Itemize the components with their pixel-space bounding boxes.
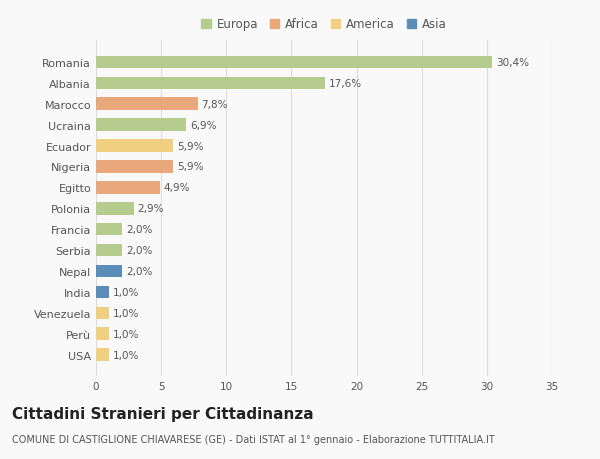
Bar [96,328,109,340]
Text: 7,8%: 7,8% [202,100,228,110]
Bar [96,161,173,174]
Text: 1,0%: 1,0% [113,287,139,297]
Bar [96,202,134,215]
Text: 5,9%: 5,9% [177,141,203,151]
Bar [96,119,186,132]
Text: 5,9%: 5,9% [177,162,203,172]
Bar [96,224,122,236]
Text: 1,0%: 1,0% [113,308,139,318]
Bar [96,140,173,152]
Text: Cittadini Stranieri per Cittadinanza: Cittadini Stranieri per Cittadinanza [12,406,314,421]
Bar [96,78,325,90]
Text: 30,4%: 30,4% [496,58,529,68]
Bar [96,349,109,361]
Text: 1,0%: 1,0% [113,350,139,360]
Legend: Europa, Africa, America, Asia: Europa, Africa, America, Asia [197,14,452,36]
Text: 17,6%: 17,6% [329,78,362,89]
Text: 1,0%: 1,0% [113,329,139,339]
Bar [96,182,160,194]
Text: 6,9%: 6,9% [190,120,217,130]
Bar [96,56,492,69]
Text: 4,9%: 4,9% [164,183,190,193]
Bar [96,98,197,111]
Bar [96,265,122,278]
Text: 2,0%: 2,0% [126,266,152,276]
Bar [96,286,109,298]
Text: 2,0%: 2,0% [126,246,152,256]
Bar [96,244,122,257]
Text: COMUNE DI CASTIGLIONE CHIAVARESE (GE) - Dati ISTAT al 1° gennaio - Elaborazione : COMUNE DI CASTIGLIONE CHIAVARESE (GE) - … [12,434,495,444]
Text: 2,9%: 2,9% [137,204,164,214]
Text: 2,0%: 2,0% [126,225,152,235]
Bar [96,307,109,319]
